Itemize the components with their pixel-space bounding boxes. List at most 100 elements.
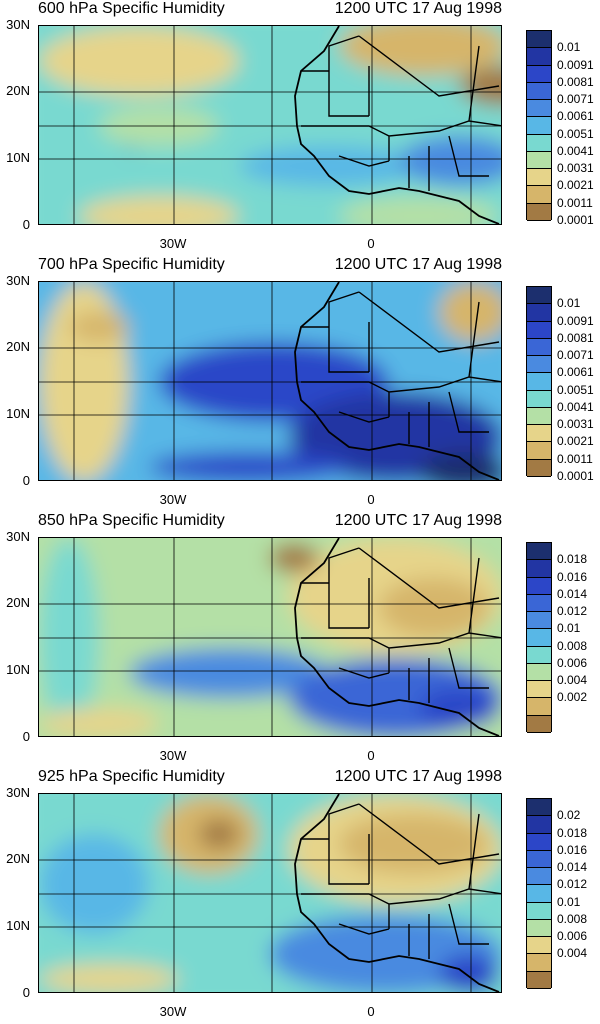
humidity-region [129,648,329,698]
lat-tick-label: 0 [22,217,30,232]
lon-tick-label: 30W [159,492,187,507]
colorbar-swatch [527,48,551,66]
colorbar-label: 0.01 [557,296,581,311]
lat-tick-label: 0 [22,473,30,488]
colorbar-swatch [527,954,551,972]
colorbar-label: 0.018 [557,825,588,840]
humidity-region [439,954,499,992]
colorbar-swatch [527,304,551,322]
colorbar-swatch [527,169,551,187]
lon-tick-label: 0 [367,748,375,763]
colorbar-swatch [527,82,551,101]
colorbar-swatch [527,134,551,152]
colorbar-label: 0.0011 [557,195,593,210]
colorbar-swatch [527,65,551,83]
colorbar-label: 0.0021 [557,178,594,193]
humidity-map [38,793,502,993]
lon-tick-label: 30W [159,236,187,251]
map-panel: 700 hPa Specific Humidity 1200 UTC 17 Aug… [0,256,600,512]
colorbar-swatch [527,390,551,408]
colorbar-label: 0.012 [557,877,588,892]
humidity-region [339,196,499,224]
colorbar-swatch [527,799,551,817]
lat-tick-label: 0 [22,729,30,744]
colorbar-label: 0.0001 [557,469,594,483]
panel-title: 600 hPa Specific Humidity [38,0,225,17]
lat-tick-label: 20N [6,851,30,866]
colorbar-label: 0.0061 [557,365,594,380]
colorbar-label: 0.0091 [557,57,594,72]
lat-tick-label: 20N [6,595,30,610]
lat-tick-label: 10N [6,406,30,421]
colorbar-swatch [527,663,551,682]
colorbar-label: 0.0071 [557,348,594,363]
map-panel: 925 hPa Specific Humidity 1200 UTC 17 Aug… [0,768,600,1024]
lat-tick-label: 0 [22,985,30,1000]
colorbar-label: 0.006 [557,655,588,670]
colorbar-swatch [527,186,551,204]
lat-tick-label: 10N [6,150,30,165]
humidity-map [38,537,502,737]
colorbar-swatch [527,919,551,938]
panel-time: 1200 UTC 17 Aug 1998 [334,512,502,529]
colorbar-label: 0.0081 [557,330,594,345]
country-borders [301,803,501,959]
colorbar-label: 0.0051 [557,126,594,141]
coastline [294,26,500,224]
panel-title: 925 hPa Specific Humidity [38,768,225,785]
humidity-region [339,26,501,76]
colorbar-swatch [527,356,551,374]
colorbar-label: 0.0031 [557,417,594,432]
colorbar-swatch [527,715,551,733]
colorbar-label: 0.02 [557,808,581,823]
humidity-region [79,196,239,224]
country-borders [301,291,501,447]
colorbar-label: 0.0001 [557,213,594,227]
colorbar-swatch [527,373,551,391]
colorbar-swatch [527,698,551,716]
lat-tick-label: 30N [6,785,30,800]
country-borders [301,35,501,191]
colorbar-label: 0.014 [557,586,588,601]
lat-tick-label: 30N [6,17,30,32]
colorbar-label: 0.0041 [557,399,594,414]
colorbar-label: 0.0021 [557,434,594,449]
colorbar-label: 0.0051 [557,382,594,397]
colorbar-label: 0.012 [557,604,588,619]
colorbar-label: 0.006 [557,929,588,944]
colorbar-label: 0.0091 [557,313,594,328]
humidity-map [38,25,502,225]
colorbar-label: 0.01 [557,894,581,909]
colorbar-swatch [527,31,551,49]
colorbar [526,286,552,477]
colorbar-swatch [527,287,551,305]
colorbar-label: 0.004 [557,673,588,688]
colorbar-label: 0.008 [557,638,588,653]
colorbar-swatch [527,971,551,989]
colorbar-label: 0.0071 [557,92,594,107]
humidity-region [199,819,239,849]
colorbar-swatch [527,425,551,443]
colorbar-swatch [527,117,551,135]
colorbar [526,30,552,221]
colorbar-label: 0.004 [557,946,588,961]
panel-time: 1200 UTC 17 Aug 1998 [334,256,502,273]
colorbar-swatch [527,646,551,664]
lat-tick-label: 30N [6,529,30,544]
colorbar-swatch [527,594,551,613]
humidity-region [419,688,499,728]
colorbar-swatch [527,151,551,170]
lat-tick-label: 10N [6,662,30,677]
colorbar-label: 0.018 [557,552,588,567]
lon-tick-label: 30W [159,748,187,763]
colorbar-swatch [527,629,551,647]
colorbar-label: 0.0041 [557,143,594,158]
map-panel: 850 hPa Specific Humidity 1200 UTC 17 Aug… [0,512,600,768]
humidity-map [38,281,502,481]
colorbar-swatch [527,203,551,221]
lat-tick-label: 30N [6,273,30,288]
colorbar-swatch [527,100,551,118]
humidity-region [39,538,99,736]
colorbar-swatch [527,868,551,886]
colorbar-label: 0.002 [557,690,588,705]
